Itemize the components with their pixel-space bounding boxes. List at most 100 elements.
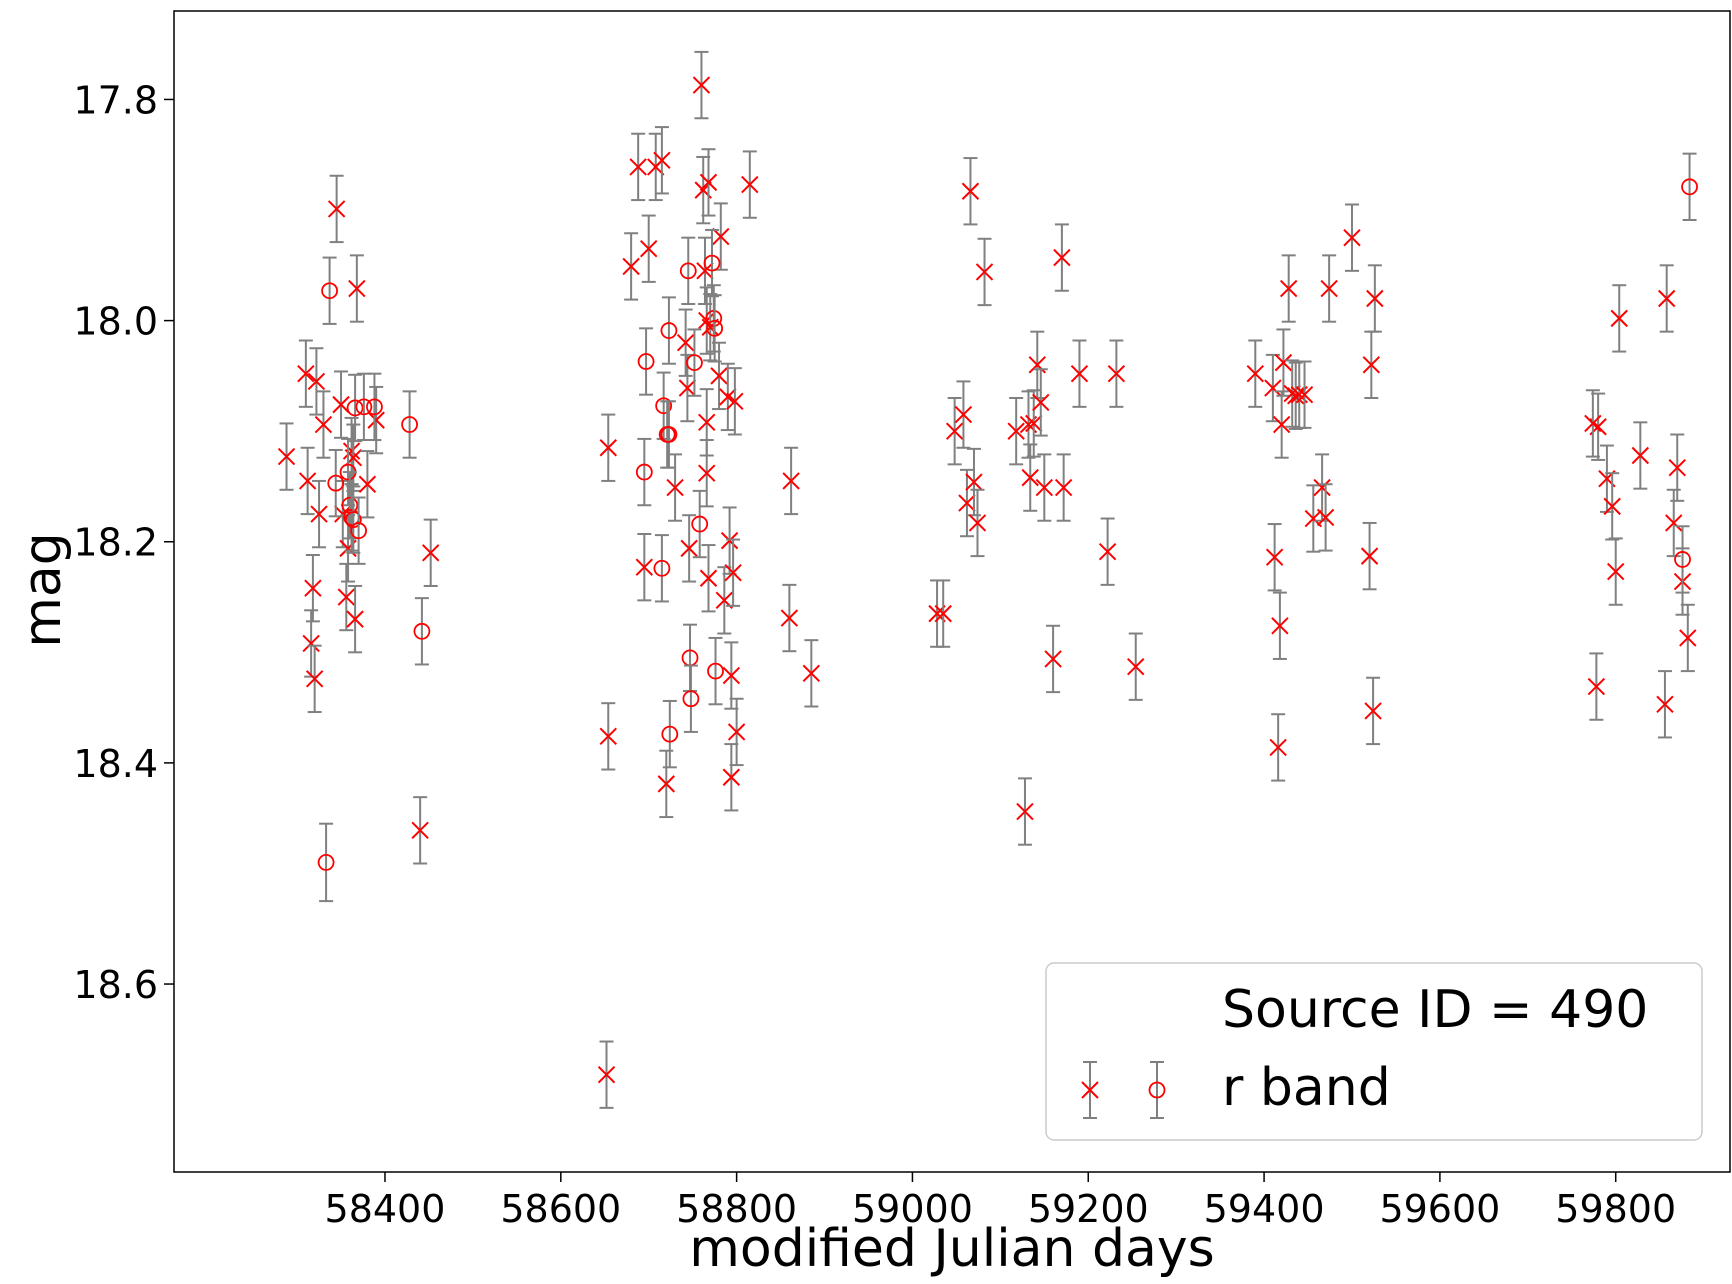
data-point-cross — [1668, 458, 1686, 477]
data-point-circle — [366, 398, 383, 416]
legend-errorbar — [1150, 1061, 1164, 1119]
data-point-cross — [1279, 279, 1298, 298]
data-point-cross — [1362, 356, 1381, 374]
data-point-cross — [699, 569, 718, 587]
data-point-circle — [661, 725, 679, 743]
data-point-cross — [1320, 279, 1338, 298]
data-point-cross — [802, 664, 821, 683]
data-point-cross — [1607, 562, 1625, 581]
error-bar — [708, 636, 723, 706]
error-bar — [367, 372, 382, 442]
error-bar — [654, 534, 669, 603]
data-point-cross — [1295, 385, 1314, 404]
data-point-circle — [653, 559, 671, 577]
data-point-cross — [968, 514, 987, 532]
data-point-circle — [660, 322, 678, 339]
data-point-circle — [1681, 178, 1698, 196]
data-point-cross — [1631, 446, 1650, 465]
data-point-cross — [720, 531, 739, 550]
error-bar — [342, 471, 357, 540]
data-point-cross — [367, 411, 385, 429]
error-bar — [319, 822, 334, 903]
data-point-cross — [741, 175, 759, 194]
data-point-cross — [1313, 478, 1331, 497]
data-point-cross — [1035, 478, 1054, 497]
data-point-cross — [346, 610, 364, 628]
data-point-cross — [297, 364, 315, 383]
data-point-cross — [1021, 468, 1039, 487]
data-point-circle — [679, 262, 697, 280]
error-bar — [681, 236, 696, 306]
data-point-cross — [727, 723, 746, 741]
error-bar — [661, 400, 676, 469]
data-point-cross — [1265, 548, 1284, 566]
x-axis-label: modified Julian days — [689, 1219, 1214, 1279]
data-point-cross — [782, 472, 800, 490]
data-point-cross — [954, 405, 973, 424]
data-point-cross — [348, 279, 366, 298]
data-point-cross — [1316, 508, 1335, 527]
y-tick-label: 18.2 — [73, 521, 158, 565]
axis-ticks: 58400 58600 58800 59000 59200 59400 59600 59800… — [73, 78, 1676, 1231]
data-point-cross — [597, 1065, 616, 1084]
data-point-circle — [707, 662, 724, 680]
data-point-cross — [332, 395, 350, 414]
data-point-circle — [401, 416, 418, 433]
data-point-cross — [310, 505, 328, 523]
data-point-circle — [350, 522, 368, 540]
data-point-cross — [1679, 629, 1697, 647]
data-point-cross — [780, 609, 799, 627]
data-point-cross — [934, 604, 952, 623]
data-point-cross — [305, 670, 324, 688]
data-point-circle — [413, 622, 431, 640]
data-point-circle — [344, 511, 362, 529]
error-bar — [661, 296, 676, 365]
x-tick-label: 58800 — [676, 1187, 797, 1231]
data-point-cross — [635, 558, 654, 576]
data-point-cross — [678, 379, 697, 397]
data-point-circle — [346, 399, 364, 417]
x-tick-label: 59200 — [1028, 1187, 1149, 1231]
x-tick-label: 59600 — [1379, 1187, 1500, 1231]
error-bar — [687, 328, 702, 397]
data-point-cross — [1025, 414, 1043, 433]
data-point-cross — [1264, 379, 1282, 397]
data-point-cross — [1366, 289, 1384, 308]
error-bar — [1682, 152, 1697, 221]
data-point-cross — [1016, 802, 1034, 821]
data-point-cross — [1364, 702, 1382, 720]
data-point-cross — [945, 422, 964, 440]
data-point-cross — [314, 415, 333, 434]
data-point-cross — [1053, 248, 1071, 267]
legend-marker-r-band — [1081, 1061, 1166, 1119]
data-point-cross — [1610, 309, 1628, 328]
data-point-cross — [1584, 414, 1602, 433]
error-bar — [683, 664, 698, 733]
x-tick-label: 58600 — [500, 1187, 621, 1231]
error-bar — [639, 327, 654, 396]
data-point-cross — [599, 439, 617, 457]
data-point-cross — [692, 76, 711, 94]
data-point-cross — [1098, 542, 1117, 561]
data-point-cross — [696, 262, 714, 280]
data-point-cross — [337, 588, 356, 606]
data-point-cross — [1044, 650, 1062, 668]
plot-area — [277, 50, 1698, 1109]
data-point-cross — [961, 182, 980, 200]
data-point-cross — [277, 447, 296, 466]
data-point-cross — [712, 227, 730, 246]
data-point-cross — [965, 473, 983, 491]
data-point-cross — [699, 173, 718, 192]
data-point-cross — [304, 579, 322, 597]
data-point-cross — [698, 413, 716, 432]
data-point-cross — [726, 392, 744, 411]
data-point-cross — [1054, 478, 1073, 497]
data-point-cross — [1274, 353, 1293, 372]
error-bar — [351, 496, 366, 565]
data-point-cross — [1032, 393, 1050, 412]
data-point-cross — [975, 263, 994, 281]
data-point-cross — [411, 821, 429, 840]
axes-frame — [173, 10, 1731, 1173]
data-point-cross — [1271, 617, 1289, 635]
